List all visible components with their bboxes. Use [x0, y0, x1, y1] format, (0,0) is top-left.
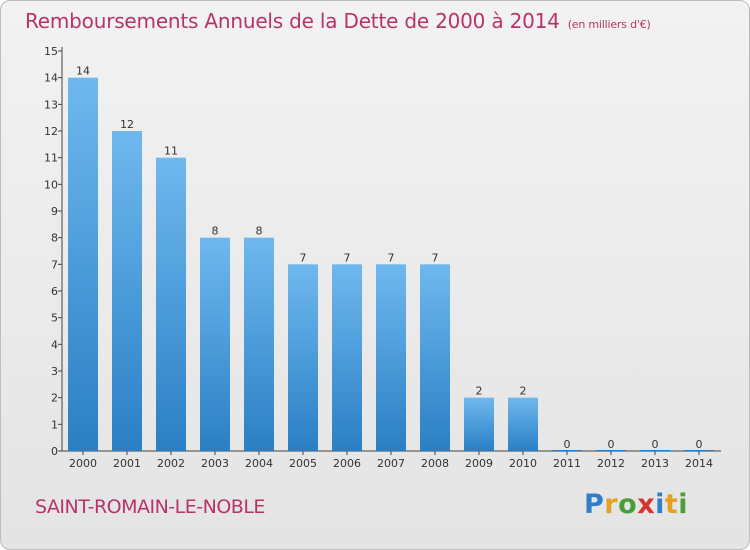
x-tick-label: 2004: [245, 457, 273, 470]
bar-value-label: 8: [212, 225, 219, 238]
y-tick-label: 3: [51, 365, 58, 378]
bar-value-label: 0: [652, 438, 659, 451]
x-tick-label: 2009: [465, 457, 493, 470]
x-tick-label: 2003: [201, 457, 229, 470]
bar: [420, 264, 450, 451]
bar: [464, 397, 494, 451]
bar-value-label: 2: [520, 385, 527, 398]
bar-value-label: 7: [344, 251, 351, 264]
y-tick-label: 4: [51, 338, 58, 351]
y-tick-label: 1: [51, 418, 58, 431]
bar: [332, 264, 362, 451]
y-tick-label: 14: [44, 72, 58, 85]
chart-title: Remboursements Annuels de la Dette de 20…: [25, 9, 651, 33]
y-tick-label: 8: [51, 232, 58, 245]
y-tick-label: 7: [51, 258, 58, 271]
y-tick-label: 12: [44, 125, 58, 138]
logo-letter: t: [664, 489, 679, 520]
bar: [112, 131, 142, 451]
y-tick-label: 10: [44, 178, 58, 191]
y-tick-label: 0: [51, 445, 58, 458]
bar: [288, 264, 318, 451]
bar: [244, 237, 274, 451]
y-tick-label: 11: [44, 152, 58, 165]
y-tick-label: 2: [51, 392, 58, 405]
x-tick-label: 2005: [289, 457, 317, 470]
bar-value-label: 7: [432, 251, 439, 264]
bar-value-label: 14: [76, 65, 90, 78]
x-tick-label: 2006: [333, 457, 361, 470]
bar: [68, 77, 98, 452]
y-tick-label: 5: [51, 312, 58, 325]
bar: [156, 157, 186, 451]
logo-letter: i: [655, 489, 665, 520]
x-tick-label: 2000: [69, 457, 97, 470]
bar-value-label: 2: [476, 385, 483, 398]
logo-letter: o: [618, 489, 638, 520]
x-tick-label: 2012: [597, 457, 625, 470]
y-tick-label: 15: [44, 45, 58, 58]
chart-subtitle: (en milliers d'€): [567, 18, 651, 31]
logo-letter: P: [584, 489, 605, 520]
x-tick-label: 2014: [685, 457, 713, 470]
x-tick-label: 2002: [157, 457, 185, 470]
y-tick-label: 13: [44, 98, 58, 111]
x-tick-label: 2013: [641, 457, 669, 470]
bar-value-label: 0: [696, 438, 703, 451]
proxiti-logo: Proxiti: [584, 489, 688, 520]
x-tick-label: 2011: [553, 457, 581, 470]
bar-value-label: 12: [120, 118, 134, 131]
x-tick-label: 2001: [113, 457, 141, 470]
bar: [200, 237, 230, 451]
logo-letter: r: [604, 489, 619, 520]
chart-title-text: Remboursements Annuels de la Dette de 20…: [25, 9, 560, 33]
y-tick-label: 9: [51, 205, 58, 218]
bar-value-label: 8: [256, 225, 263, 238]
y-tick-label: 6: [51, 285, 58, 298]
logo-letter: i: [678, 489, 689, 520]
bar-value-label: 0: [564, 438, 571, 451]
bar: [508, 397, 538, 451]
bar-value-label: 7: [300, 251, 307, 264]
x-tick-label: 2010: [509, 457, 537, 470]
x-tick-label: 2008: [421, 457, 449, 470]
bar-value-label: 7: [388, 251, 395, 264]
bar-value-label: 0: [608, 438, 615, 451]
bar: [376, 264, 406, 451]
commune-name: SAINT-ROMAIN-LE-NOBLE: [35, 496, 265, 518]
x-tick-label: 2007: [377, 457, 405, 470]
bar-value-label: 11: [164, 145, 178, 158]
logo-letter: x: [637, 489, 656, 520]
